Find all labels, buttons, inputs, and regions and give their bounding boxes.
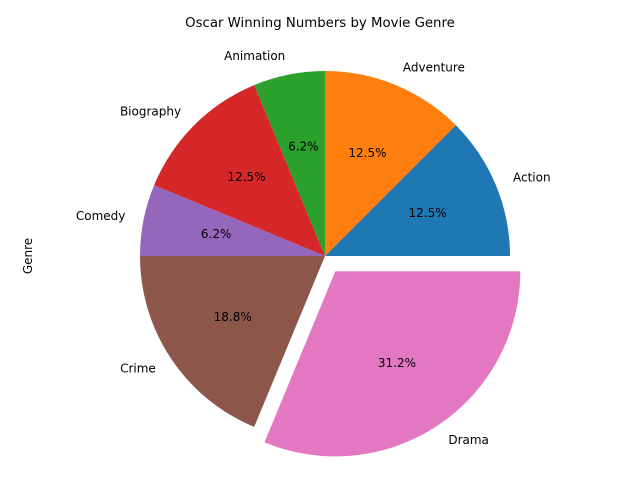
slice-percent-animation: 6.2% (288, 140, 319, 154)
slice-percent-biography: 12.5% (227, 170, 265, 184)
slice-percent-drama: 31.2% (378, 356, 416, 370)
slice-percent-crime: 18.8% (214, 310, 252, 324)
slice-percent-comedy: 6.2% (201, 227, 232, 241)
chart-title: Oscar Winning Numbers by Movie Genre (185, 16, 455, 31)
slice-label-drama: Drama (448, 433, 489, 447)
slice-label-action: Action (513, 171, 551, 185)
pie-slices (140, 71, 521, 457)
pie-slice-action (325, 125, 510, 256)
slice-label-comedy: Comedy (76, 209, 126, 223)
slice-percent-action: 12.5% (408, 206, 446, 220)
pie-labels: Action 12.5% Adventure 12.5% Animation 6.2% Bi… (76, 49, 551, 447)
pie-slice-comedy (140, 185, 325, 256)
y-axis-label: Genre (21, 238, 35, 274)
pie-slice-biography (154, 85, 325, 257)
pie-slice-crime (140, 256, 325, 427)
slice-label-crime: Crime (120, 362, 156, 376)
slice-percent-adventure: 12.5% (348, 146, 386, 160)
pie-slice-adventure (325, 71, 456, 256)
slice-label-adventure: Adventure (403, 60, 465, 74)
pie-slice-drama (264, 271, 521, 457)
slice-label-animation: Animation (224, 49, 285, 63)
pie-slice-animation (254, 71, 325, 256)
slice-label-biography: Biography (120, 105, 181, 119)
